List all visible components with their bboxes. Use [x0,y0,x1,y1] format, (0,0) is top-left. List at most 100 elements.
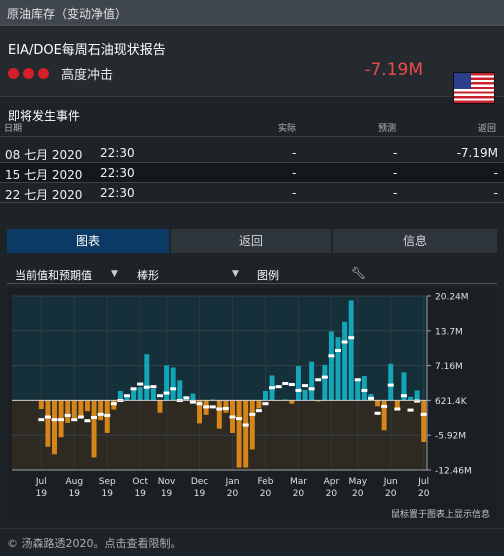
table-row[interactable]: 22 七月 2020 22:30 - - - [0,183,504,203]
us-flag-icon [454,73,494,103]
window-title-bar: 原油库存（变动净值） [0,0,504,26]
forecast-marker [229,415,236,419]
chart-bar [243,400,249,468]
x-tick-label: 19 [36,489,48,499]
bar-chart[interactable]: 20.24M 13.7M 7.16M 621.4K -5.92M -12.46M Jul 19… [7,288,497,520]
event-header: EIA/DOE每周石油现状报告 高度冲击 -7.19M [0,27,504,103]
forecast-marker [308,387,315,391]
chart-bar [348,300,354,401]
x-tick-label: 19 [194,489,206,499]
x-tick-label: Feb [257,477,273,487]
chart-bar [91,400,97,458]
forecast-marker [275,385,282,389]
chart-bar [381,400,387,431]
chart-bar [401,372,407,401]
x-tick-label: May [348,477,367,487]
forecast-marker [387,383,394,387]
x-tick-label: Sep [99,477,116,487]
x-tick-label: 20 [326,489,338,499]
chart-bar [170,367,176,401]
forecast-marker [170,387,177,391]
row-divider [0,202,504,203]
forecast-marker [130,387,137,391]
x-tick-label: 19 [69,489,81,499]
y-tick-label: -12.46M [435,467,472,477]
forecast-marker [209,405,216,409]
chart-type-select[interactable]: 棒形 [137,269,159,282]
forecast-marker [414,399,421,403]
wrench-icon[interactable]: 🔧︎ [351,266,367,280]
latest-value: -7.19M [364,60,423,80]
table-row[interactable]: 15 七月 2020 22:30 - - - [0,163,504,183]
row-actual: - [292,186,297,200]
forecast-marker [150,385,157,389]
chart-bar [84,400,90,412]
tab-chart[interactable]: 图表 [7,229,169,253]
chart-bar [164,365,170,401]
forecast-marker [262,402,269,406]
forecast-marker [374,411,381,415]
chart-bar [197,400,203,424]
table-row[interactable]: 08 七月 2020 22:30 - - -7.19M [0,143,504,163]
x-tick-label: Mar [290,477,307,487]
copyright-text[interactable]: © 汤森路透2020。点击查看限制。 [7,537,182,550]
chart-bar [322,364,328,401]
col-actual: 实际 [278,124,297,134]
col-forecast: 预测 [378,124,397,134]
chart-bar [98,400,104,421]
forecast-marker [143,385,150,389]
forecast-marker [163,391,170,395]
chart-bar [302,389,308,401]
forecast-marker [71,418,78,422]
col-previous: 返回 [478,124,497,134]
chart-bar [71,400,77,419]
row-time: 22:30 [100,166,135,180]
forecast-marker [77,415,84,419]
chart-bar [190,393,196,401]
x-tick-label: 20 [260,489,272,499]
impact-label: 高度冲击 [61,67,114,83]
chart-bar [335,337,341,401]
x-tick-label: Jul [35,477,47,487]
forecast-marker [51,418,58,422]
tab-info[interactable]: 信息 [333,229,497,253]
forecast-marker [400,394,407,398]
chart-bar [249,400,255,450]
forecast-marker [361,388,368,392]
chart-bar [177,380,183,401]
chart-bar [45,400,51,447]
forecast-marker [354,378,361,382]
chart-bar [388,363,394,401]
row-previous: -7.19M [456,146,498,160]
y-tick-label: 13.7M [435,327,463,337]
legend-button[interactable]: 图例 [257,269,279,282]
chart-area[interactable]: 20.24M 13.7M 7.16M 621.4K -5.92M -12.46M Jul 19… [7,288,497,520]
copyright-footer[interactable]: © 汤森路透2020。点击查看限制。 [0,528,504,556]
value-select[interactable]: 当前值和预期值 [15,269,92,282]
chart-bar [65,400,71,423]
forecast-marker [328,354,335,358]
x-tick-label: 20 [385,489,397,499]
chart-type-chevron-down-icon[interactable]: ▼ [232,269,239,279]
forecast-marker [367,396,374,400]
chart-bar [131,388,137,401]
chart-toolbar: 当前值和预期值 ▼ 棒形 ▼ 图例 🔧︎ [7,264,497,284]
x-tick-label: Nov [158,477,176,487]
tab-returns[interactable]: 返回 [171,229,331,253]
chart-bar [117,390,123,401]
value-select-chevron-down-icon[interactable]: ▼ [111,269,118,279]
forecast-marker [58,418,65,422]
row-previous: - [493,166,498,180]
forecast-marker [84,419,91,423]
chart-bar [394,400,400,411]
chart-bar [38,400,44,410]
forecast-marker [38,418,45,422]
chart-bar [124,396,130,401]
forecast-marker [282,381,289,385]
forecast-marker [104,413,111,417]
chart-bar [157,400,163,413]
impact-dot-icon [8,67,19,79]
forecast-marker [189,400,196,404]
forecast-marker [203,405,210,409]
chart-bar [262,390,268,401]
